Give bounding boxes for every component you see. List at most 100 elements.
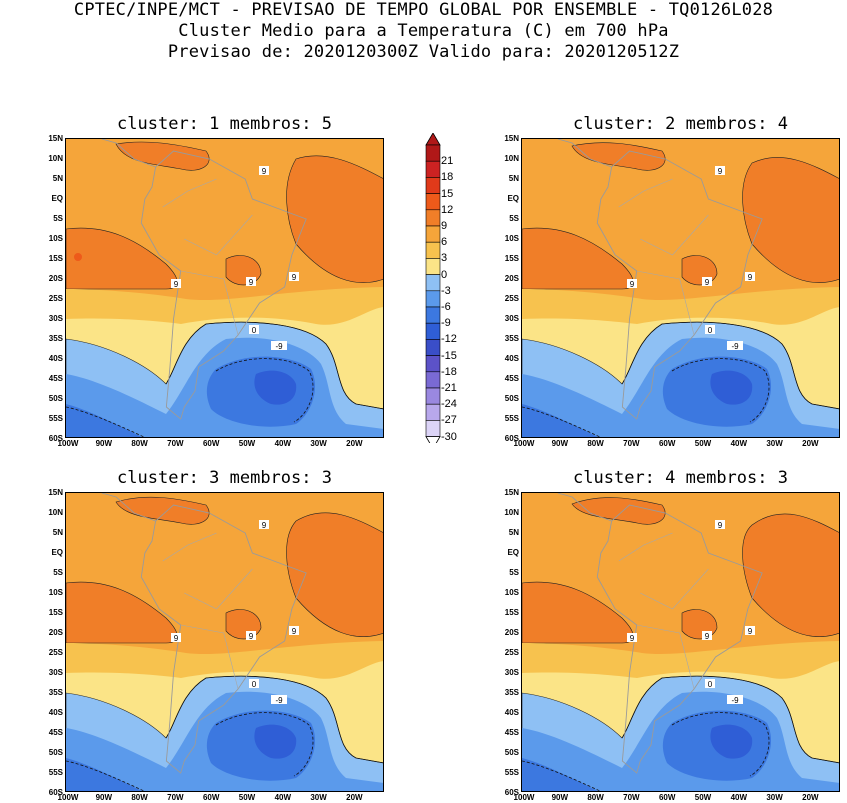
lat-tick-label: 15S xyxy=(48,254,63,263)
contour-neg9 xyxy=(522,712,770,791)
colorbar-box xyxy=(425,160,441,178)
contour-label: 0 xyxy=(708,680,713,689)
lat-tick-label: 20S xyxy=(48,628,63,637)
colorbar-box xyxy=(425,322,441,340)
temp-band-neg9-sw xyxy=(66,404,142,437)
contour-label-neg: -9 xyxy=(731,342,739,351)
header-line-3: Previsao de: 2020120300Z Valido para: 20… xyxy=(167,42,680,62)
lon-tick-label: 90W xyxy=(551,439,569,448)
colorbar-box xyxy=(425,225,441,243)
colorbar-label: 21 xyxy=(441,155,454,168)
contour-label-box xyxy=(171,279,181,288)
temp-band-9-east xyxy=(742,513,839,637)
temp-band-9-east xyxy=(286,155,383,283)
header-line-1: CPTEC/INPE/MCT - PREVISAO DE TEMPO GLOBA… xyxy=(73,0,774,20)
temp-band-9-west xyxy=(66,227,178,290)
colorbar-box xyxy=(425,274,441,292)
lat-tick-label: 30S xyxy=(48,314,63,323)
contour-label-box xyxy=(745,272,755,281)
colorbar-box xyxy=(425,177,441,194)
colorbar xyxy=(425,133,441,443)
contour-label-box xyxy=(745,626,755,635)
lat-tick-label: 15N xyxy=(504,134,519,143)
lat-tick-label: 45S xyxy=(48,728,63,737)
lat-tick-label: 25S xyxy=(504,648,519,657)
country-borders xyxy=(618,178,709,336)
lon-tick-label: 70W xyxy=(623,793,640,802)
colorbar-label: 0 xyxy=(441,268,448,281)
figure-header: CPTEC/INPE/MCT - PREVISAO DE TEMPO GLOBA… xyxy=(0,0,847,63)
south-america-outline xyxy=(596,504,763,774)
lon-tick-label: 100W xyxy=(57,439,79,448)
lat-tick-label: 10S xyxy=(48,588,63,597)
lat-tick-label: 25S xyxy=(48,648,63,657)
lon-tick-label: 50W xyxy=(694,439,712,448)
lat-tick-label: 40S xyxy=(504,354,519,363)
temp-band-9-west xyxy=(522,581,634,644)
temperature-map-panel: 9 9 9 9 0 -9 xyxy=(521,138,840,438)
central-america-outline xyxy=(101,139,156,168)
contour-label-neg: -9 xyxy=(731,696,739,705)
colorbar-box xyxy=(425,241,441,259)
lon-tick-label: 40W xyxy=(730,793,748,802)
colorbar-label: -15 xyxy=(441,349,457,362)
lat-tick-label: 15N xyxy=(48,488,63,497)
contour-label: 9 xyxy=(748,273,753,282)
panel-title: cluster: 4 membros: 3 xyxy=(573,468,788,488)
contour-label-box xyxy=(249,325,259,334)
temp-band-neg12 xyxy=(710,370,753,405)
lat-tick-label: 15S xyxy=(504,608,519,617)
lat-tick-label: 40S xyxy=(48,708,63,717)
lat-tick-label: 10S xyxy=(504,234,519,243)
contour-label: 0 xyxy=(252,326,257,335)
lon-tick-label: 70W xyxy=(623,439,640,448)
lon-tick-label: 70W xyxy=(167,793,184,802)
colorbar-box xyxy=(425,355,441,373)
colorbar-box xyxy=(425,193,441,211)
colorbar-label: 12 xyxy=(441,203,454,216)
contour-label: 9 xyxy=(249,632,254,641)
colorbar-label: -12 xyxy=(441,333,457,346)
lon-tick-label: 60W xyxy=(202,439,220,448)
panel-title: cluster: 3 membros: 3 xyxy=(117,468,332,488)
temp-band-neg12 xyxy=(254,370,297,405)
lat-tick-label: 10S xyxy=(48,234,63,243)
lat-tick-label: EQ xyxy=(51,548,63,557)
colorbar-label: -18 xyxy=(441,365,457,378)
lat-tick-label: 50S xyxy=(48,394,63,403)
temp-band-neg12 xyxy=(710,724,753,759)
colorbar-box xyxy=(425,306,441,324)
temp-warm-spot xyxy=(74,253,82,261)
lat-tick-label: 55S xyxy=(504,768,519,777)
colorbar-box xyxy=(425,290,441,308)
temperature-map-panel: 9 9 9 9 0 -9 xyxy=(65,492,384,792)
temp-band-9-east xyxy=(742,157,839,283)
lat-tick-label: 5S xyxy=(509,568,519,577)
lon-tick-label: 100W xyxy=(57,793,79,802)
lat-tick-label: 60S xyxy=(48,788,63,797)
contour-label-box xyxy=(289,272,299,281)
lon-tick-label: 20W xyxy=(346,793,363,802)
lat-tick-label: 25S xyxy=(48,294,63,303)
colorbar-label: 18 xyxy=(441,171,454,184)
contour-label-box xyxy=(702,631,712,640)
temperature-map-panel: 9 9 9 9 0 -9 xyxy=(65,138,384,438)
lat-tick-label: 15N xyxy=(48,134,63,143)
colorbar-box xyxy=(425,339,441,356)
lat-tick-label: 50S xyxy=(504,748,519,757)
lat-tick-label: 55S xyxy=(48,414,63,423)
contour-label: 9 xyxy=(174,634,179,643)
lon-tick-label: 20W xyxy=(802,439,819,448)
temp-band-neg9-sw xyxy=(522,758,598,791)
lon-tick-label: 80W xyxy=(587,439,604,448)
lon-tick-label: 20W xyxy=(802,793,819,802)
south-america-outline xyxy=(140,150,307,420)
contour-label-box xyxy=(271,341,287,350)
lat-tick-label: 60S xyxy=(504,788,519,797)
contour-label: 0 xyxy=(708,326,713,335)
lat-tick-label: 45S xyxy=(504,728,519,737)
contour-label-box xyxy=(627,633,637,642)
lat-tick-label: 10N xyxy=(48,508,63,517)
lon-tick-label: 90W xyxy=(551,793,569,802)
contour-label-box xyxy=(715,520,725,529)
